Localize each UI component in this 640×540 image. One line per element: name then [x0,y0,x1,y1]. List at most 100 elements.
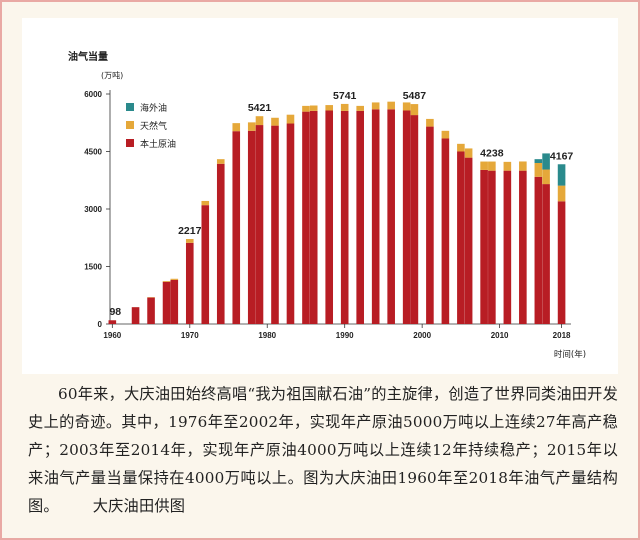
bar-gas-1988 [325,105,334,111]
bar-crude-1972 [201,205,210,324]
bar-gas-1981 [271,117,279,126]
bar-crude-1985 [302,111,310,324]
bar-gas-1976 [232,123,241,132]
x-tick-label-2000: 2000 [413,331,431,340]
annotation-1990: 5741 [333,90,357,102]
bar-gas-2001 [426,118,434,127]
bar-gas-1970 [185,239,194,243]
bar-gas-2005 [457,143,465,152]
bar-gas-2006 [464,148,473,158]
legend-swatch-0 [126,103,134,111]
bar-crude-2016 [542,184,550,324]
legend-label-2: 本土原油 [140,138,176,150]
bar-gas-2015 [534,163,543,177]
y-tick-label-0: 0 [98,320,103,329]
bar-gas-2018 [557,185,566,202]
bar-crude-1998 [402,110,411,324]
bar-gas-1986 [309,105,318,111]
bar-gas-1999 [410,104,419,116]
bar-overseas-2016 [542,153,550,170]
bar-crude-1994 [371,109,380,324]
annotation-2018: 4167 [550,150,574,162]
bar-crude-2001 [426,126,434,324]
x-tick-label-2010: 2010 [491,331,509,340]
x-tick-label-1960: 1960 [103,331,121,340]
annotation-2009: 4238 [480,148,504,160]
x-tick-label-1990: 1990 [336,331,354,340]
x-tick-label-1970: 1970 [181,331,199,340]
bar-crude-1974 [216,163,225,324]
annotation-1970: 2217 [178,225,202,237]
bar-crude-2009 [488,170,496,324]
bar-crude-1983 [286,123,295,325]
bar-crude-1992 [356,110,364,324]
legend-swatch-1 [126,121,134,129]
y-axis-unit: (万吨) [101,70,123,80]
bar-gas-2008 [480,161,488,170]
bar-gas-1992 [356,105,364,111]
legend-label-0: 海外油 [140,102,167,114]
bar-crude-1988 [325,110,334,324]
y-tick-label-4500: 4500 [84,148,102,157]
bar-gas-1978 [247,122,256,131]
bar-gas-2009 [488,161,496,171]
bar-crude-1986 [309,110,318,324]
bar-crude-1978 [247,130,256,324]
bar-gas-2016 [542,169,550,185]
caption: 60年来，大庆油田始终高唱“我为祖国献石油”的主旋律，创造了世界同类油田开发史上… [28,380,618,520]
y-tick-label-1500: 1500 [84,263,102,272]
bar-crude-1960 [108,320,117,324]
stacked-bar-chart: 油气当量 (万吨) 0 1500 3000 4500 6000 1960 1970 1980 199… [68,50,586,360]
bar-crude-2005 [457,151,465,324]
bar-crude-2003 [441,138,450,324]
bar-crude-1970 [185,242,194,324]
bar-gas-2011 [503,161,512,171]
bar-crude-1963 [131,307,140,324]
bar-crude-1976 [232,131,241,324]
bar-crude-1990 [340,110,349,324]
bar-gas-1996 [387,101,395,110]
x-tick-label-2018: 2018 [553,331,571,340]
bar-crude-1979 [255,125,264,324]
photo-credit: 大庆油田供图 [92,497,186,515]
bar-gas-1983 [286,114,295,124]
bar-overseas-2015 [534,159,543,163]
bar-gas-1994 [371,102,380,110]
bar-crude-1968 [170,279,179,324]
chart-panel: 油气当量 (万吨) 0 1500 3000 4500 6000 1960 1970 1980 199… [22,18,618,374]
bar-gas-1968 [170,278,179,280]
bar-crude-2011 [503,170,512,324]
bar-crude-1965 [147,297,155,324]
bar-gas-1967 [162,281,171,282]
x-tick-label-1980: 1980 [258,331,276,340]
legend-swatch-2 [126,139,134,147]
bar-crude-2018 [557,201,566,324]
caption-body: 60年来，大庆油田始终高唱“我为祖国献石油”的主旋律，创造了世界同类油田开发史上… [28,385,618,515]
y-tick-label-3000: 3000 [84,205,102,214]
bar-overseas-2018 [557,164,566,186]
bar-crude-1967 [162,281,171,324]
bar-crude-2013 [519,170,527,324]
x-axis-title: 时间(年) [554,349,586,360]
bar-gas-1972 [201,200,210,206]
bar-gas-1979 [255,116,264,126]
annotation-1960: 98 [109,306,121,318]
bar-gas-1985 [302,105,310,112]
annotation-1979: 5421 [248,102,272,114]
bar-gas-2003 [441,130,450,139]
y-axis-title: 油气当量 [68,50,108,63]
bar-gas-1990 [340,103,349,111]
bar-crude-2008 [480,169,488,324]
bar-gas-1998 [402,102,411,111]
y-tick-label-6000: 6000 [84,90,102,99]
bar-gas-2013 [519,161,527,171]
bar-crude-1996 [387,109,395,324]
bar-crude-2015 [534,176,543,324]
bar-crude-1981 [271,125,279,324]
bar-crude-2006 [464,157,473,324]
bar-gas-1974 [216,159,225,164]
legend-label-1: 天然气 [140,120,167,132]
annotation-1999: 5487 [403,90,427,102]
bar-crude-1999 [410,115,419,324]
